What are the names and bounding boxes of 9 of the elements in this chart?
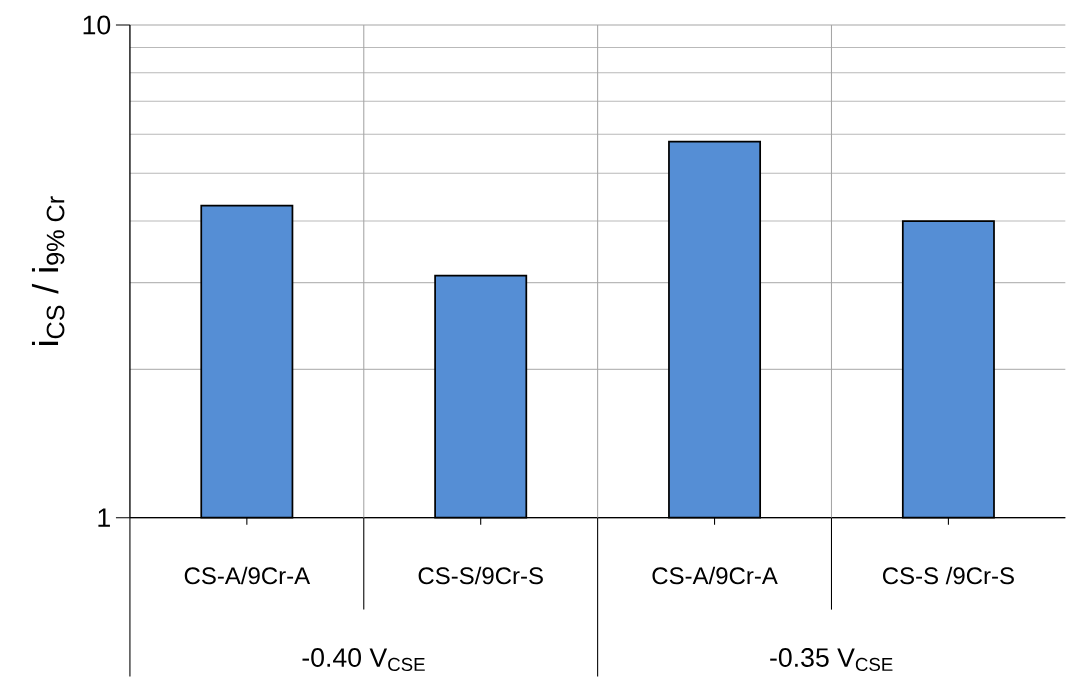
y-tick-label: 1	[98, 508, 110, 527]
text: -0.40 V$_{CSE}$	[302, 648, 425, 671]
y-tick-label: 10	[83, 15, 111, 35]
x-tick-label: CS-S /9Cr-S	[882, 566, 1014, 585]
text: -0.35 V$_{CSE}$	[770, 648, 893, 671]
x-tick-label: CS-A/9Cr-A	[652, 566, 778, 585]
x-tick-label: CS-A/9Cr-A	[184, 566, 311, 585]
x-tick-label: CS-S/9Cr-S	[418, 566, 543, 585]
y-axis-title: i$_{CS}$ / i$_{9% Cr}$	[31, 196, 65, 345]
